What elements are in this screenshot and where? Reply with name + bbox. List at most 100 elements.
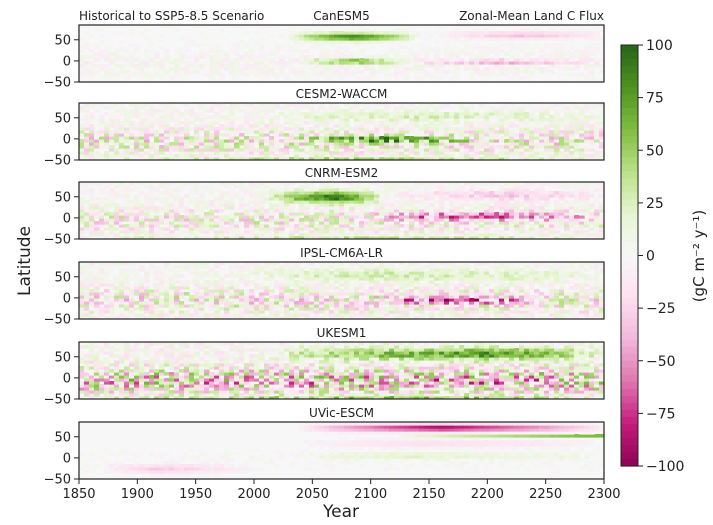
heatmap-cell — [419, 203, 425, 207]
heatmap-cell — [354, 43, 360, 47]
heatmap-cell — [179, 313, 185, 317]
heatmap-cell — [589, 185, 595, 189]
heatmap-cell — [419, 197, 425, 201]
y-tick-label: −50 — [44, 154, 71, 169]
heatmap-cell — [279, 191, 285, 195]
heatmap-cell — [514, 106, 520, 110]
heatmap-cell — [234, 209, 240, 213]
heatmap-cell — [384, 124, 390, 128]
heatmap-cell — [279, 233, 285, 237]
heatmap-cell — [324, 112, 330, 116]
heatmap-cell — [279, 73, 285, 77]
heatmap-cell — [594, 55, 600, 59]
heatmap-cell — [239, 133, 245, 137]
heatmap-cell — [344, 136, 350, 140]
heatmap-cell — [589, 52, 595, 56]
heatmap-cell — [564, 121, 570, 125]
heatmap-cell — [304, 236, 310, 239]
heatmap-cell — [219, 76, 225, 80]
heatmap-cell — [179, 49, 185, 53]
heatmap-cell — [289, 127, 295, 131]
heatmap-cell — [454, 76, 460, 80]
heatmap-cell — [294, 230, 300, 234]
heatmap-cell — [449, 236, 455, 239]
heatmap-cell — [144, 121, 150, 125]
heatmap-cell — [379, 316, 385, 319]
heatmap-cell — [344, 215, 350, 219]
heatmap-cell — [144, 230, 150, 234]
heatmap-cell — [599, 230, 604, 234]
heatmap-cell — [459, 151, 465, 155]
heatmap-cell — [524, 115, 530, 119]
heatmap-cell — [164, 139, 170, 143]
heatmap-cell — [529, 227, 535, 231]
heatmap-cell — [174, 203, 180, 207]
panel-title: CESM2-WACCM — [296, 87, 388, 101]
heatmap-cell — [394, 52, 400, 56]
heatmap-cell — [594, 49, 600, 53]
heatmap-cell — [549, 46, 555, 50]
heatmap-cell — [439, 124, 445, 128]
heatmap-cell — [159, 227, 165, 231]
heatmap-cell — [389, 31, 395, 35]
heatmap-cell — [569, 121, 575, 125]
heatmap-cell — [159, 40, 165, 44]
heatmap-cell — [474, 209, 480, 213]
heatmap-cell — [429, 206, 435, 210]
heatmap-cell — [469, 233, 475, 237]
heatmap-cell — [199, 310, 205, 314]
heatmap-cell — [314, 58, 320, 62]
heatmap-cell — [329, 121, 335, 125]
heatmap-cell — [344, 64, 350, 68]
heatmap-cell — [384, 194, 390, 198]
heatmap-cell — [444, 188, 450, 192]
heatmap-cell — [209, 136, 215, 140]
heatmap-cell — [424, 313, 430, 317]
heatmap-cell — [544, 61, 550, 65]
heatmap-cell — [424, 103, 430, 107]
heatmap-cell — [449, 49, 455, 53]
heatmap-cell — [414, 188, 420, 192]
heatmap-cell — [509, 61, 515, 65]
heatmap-cell — [469, 133, 475, 137]
heatmap-cell — [529, 185, 535, 189]
heatmap-cell — [334, 221, 340, 225]
heatmap-cell — [424, 37, 430, 41]
heatmap-cell — [589, 157, 595, 160]
heatmap-cell — [299, 313, 305, 317]
heatmap-cell — [109, 154, 115, 158]
heatmap-cell — [429, 157, 435, 160]
heatmap-cell — [504, 31, 510, 35]
heatmap-cell — [414, 316, 420, 319]
heatmap-cell — [559, 109, 565, 113]
heatmap-cell — [559, 73, 565, 77]
heatmap-cell — [299, 197, 305, 201]
heatmap-cell — [329, 43, 335, 47]
heatmap-cell — [334, 157, 340, 160]
heatmap-cell — [369, 227, 375, 231]
heatmap-cell — [239, 139, 245, 143]
heatmap-cell — [234, 103, 240, 107]
heatmap-cell — [559, 61, 565, 65]
heatmap-cell — [509, 194, 515, 198]
heatmap-cell — [479, 49, 485, 53]
heatmap-cell — [354, 212, 360, 216]
heatmap-cell — [214, 55, 220, 59]
heatmap-cell — [334, 224, 340, 228]
heatmap-cell — [269, 215, 275, 219]
heatmap-cell — [439, 233, 445, 237]
heatmap-cell — [219, 133, 225, 137]
heatmap-cell — [319, 118, 325, 122]
heatmap-cell — [89, 200, 95, 204]
heatmap-cell — [399, 106, 405, 110]
heatmap-cell — [279, 154, 285, 158]
heatmap-cell — [449, 130, 455, 134]
heatmap-cell — [339, 109, 345, 113]
heatmap-cell — [129, 218, 135, 222]
heatmap-cell — [569, 224, 575, 228]
heatmap-cell — [509, 236, 515, 239]
heatmap-cell — [394, 49, 400, 53]
heatmap-cell — [434, 55, 440, 59]
heatmap-cell — [84, 106, 90, 110]
heatmap-cell — [219, 136, 225, 140]
